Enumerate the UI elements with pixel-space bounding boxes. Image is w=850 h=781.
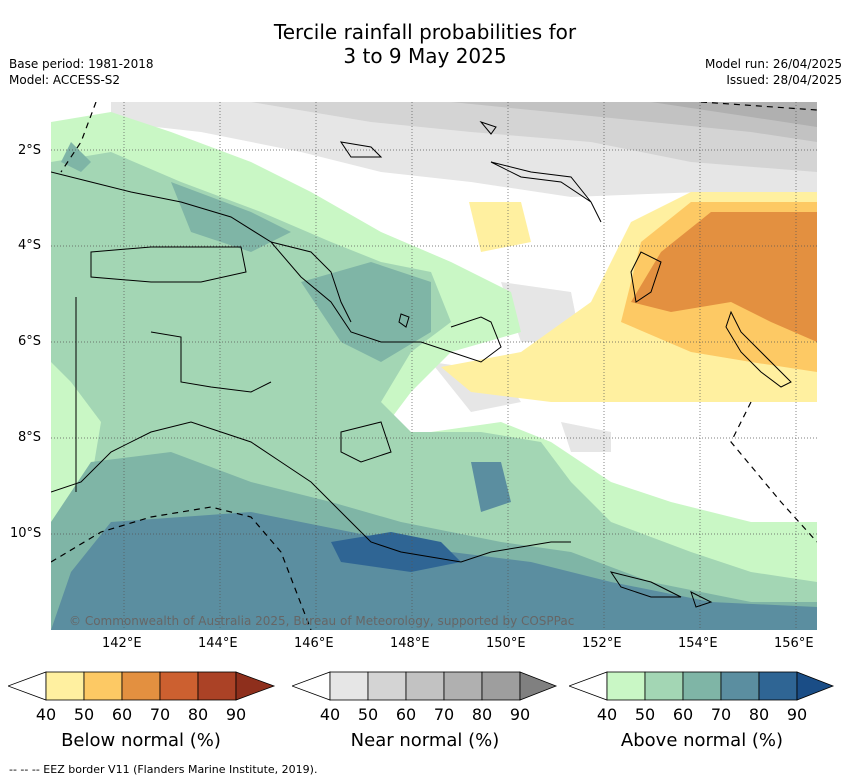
lat-label-4s: 4°S bbox=[18, 238, 42, 253]
issued-label: Issued: 28/04/2025 bbox=[726, 73, 842, 87]
colorbar-tick: 80 bbox=[748, 705, 770, 724]
map-title-line1: Tercile rainfall probabilities for bbox=[273, 20, 577, 44]
colorbar-tick: 90 bbox=[786, 705, 808, 724]
colorbar-tick: 40 bbox=[319, 705, 341, 724]
colorbar-tick: 70 bbox=[710, 705, 732, 724]
legend-below-normal: 40 50 60 70 80 90 Below normal (%) bbox=[6, 670, 276, 751]
colorbar-title-below: Below normal (%) bbox=[61, 730, 221, 751]
colorbar-tick: 80 bbox=[187, 705, 209, 724]
copyright-notice: © Commonwealth of Australia 2025, Bureau… bbox=[69, 614, 575, 628]
model-run-label: Model run: 26/04/2025 bbox=[704, 57, 842, 71]
model-label: Model: ACCESS-S2 bbox=[9, 73, 121, 87]
lon-label-148e: 148°E bbox=[390, 636, 430, 651]
colorbar-tick: 90 bbox=[225, 705, 247, 724]
lat-label-6s: 6°S bbox=[18, 334, 42, 349]
lat-label-8s: 8°S bbox=[18, 430, 42, 445]
eez-border-note: -- -- -- EEZ border V11 (Flanders Marine… bbox=[9, 763, 318, 776]
lon-label-154e: 154°E bbox=[678, 636, 718, 651]
colorbar-above-normal bbox=[567, 671, 835, 701]
lon-label-152e: 152°E bbox=[582, 636, 622, 651]
colorbar-tick: 80 bbox=[471, 705, 493, 724]
lon-label-142e: 142°E bbox=[102, 636, 142, 651]
colorbar-near-normal bbox=[290, 671, 558, 701]
legend-near-normal: 40 50 60 70 80 90 Near normal (%) bbox=[290, 670, 560, 751]
lat-label-2s: 2°S bbox=[18, 143, 42, 158]
colorbar-tick: 50 bbox=[73, 705, 95, 724]
colorbar-tick: 50 bbox=[634, 705, 656, 724]
rainfall-probability-map: © Commonwealth of Australia 2025, Bureau… bbox=[51, 102, 817, 630]
colorbar-tick: 70 bbox=[149, 705, 171, 724]
colorbar-tick: 60 bbox=[672, 705, 694, 724]
colorbar-title-near: Near normal (%) bbox=[350, 730, 500, 751]
colorbar-tick: 50 bbox=[357, 705, 379, 724]
lon-label-144e: 144°E bbox=[198, 636, 238, 651]
base-period-label: Base period: 1981-2018 bbox=[9, 57, 154, 71]
colorbar-tick: 60 bbox=[395, 705, 417, 724]
colorbar-title-above: Above normal (%) bbox=[620, 730, 784, 751]
colorbar-tick: 90 bbox=[509, 705, 531, 724]
colorbar-tick: 70 bbox=[433, 705, 455, 724]
lon-label-150e: 150°E bbox=[486, 636, 526, 651]
lon-label-156e: 156°E bbox=[774, 636, 814, 651]
legend-above-normal: 40 50 60 70 80 90 Above normal (%) bbox=[567, 670, 837, 751]
colorbar-tick: 60 bbox=[111, 705, 133, 724]
colorbar-tick: 40 bbox=[35, 705, 57, 724]
colorbar-tick: 40 bbox=[596, 705, 618, 724]
map-title-line2: 3 to 9 May 2025 bbox=[343, 44, 507, 68]
colorbar-below-normal bbox=[6, 671, 276, 701]
lat-label-10s: 10°S bbox=[10, 526, 42, 541]
lon-label-146e: 146°E bbox=[294, 636, 334, 651]
